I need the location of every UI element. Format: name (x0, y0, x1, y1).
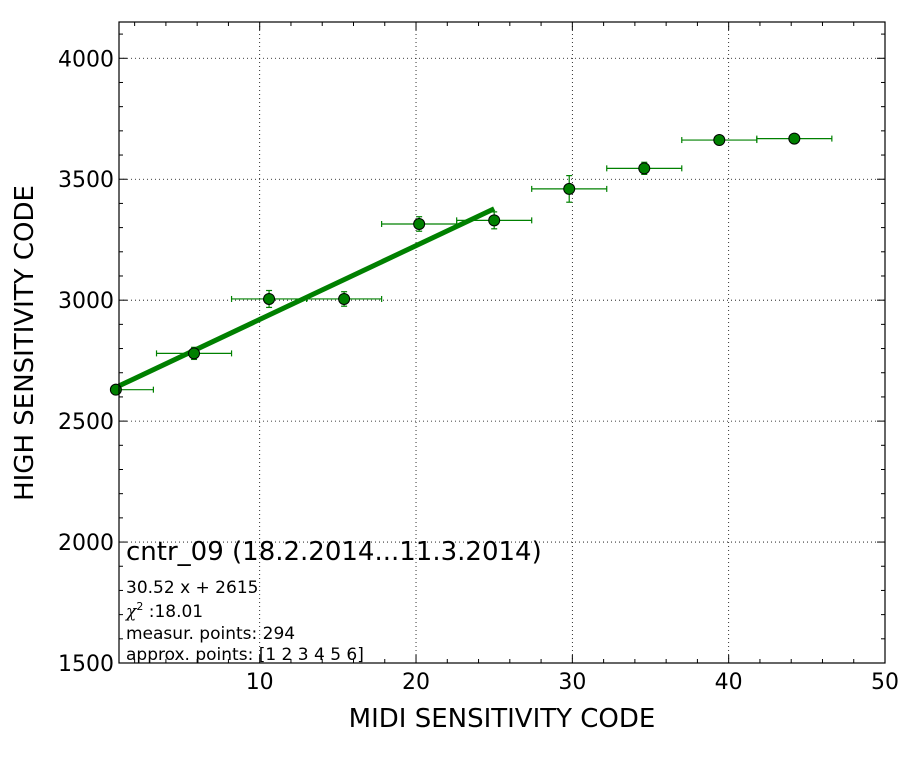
data-point (606, 161, 683, 175)
chi-value: :18.01 (143, 602, 203, 622)
annotation-chi: χ2 :18.01 (125, 600, 203, 622)
point-marker (488, 214, 501, 227)
data-point (155, 346, 233, 361)
point-marker (563, 182, 576, 195)
plot-frame (118, 21, 886, 664)
x-tick-label: 10 (246, 670, 274, 695)
point-marker (109, 383, 122, 396)
annotation-title: cntr_09 (18.2.2014...11.3.2014) (126, 537, 542, 567)
chi-symbol: χ (125, 602, 138, 622)
y-tick-label: 3000 (58, 289, 114, 314)
point-marker (638, 162, 651, 175)
grid (119, 22, 885, 663)
y-tick-label: 2000 (58, 531, 114, 556)
data-points (109, 132, 833, 396)
y-tick-label: 3500 (58, 168, 114, 193)
x-tick-label: 40 (715, 670, 743, 695)
point-marker (713, 134, 726, 147)
data-point (756, 132, 833, 145)
plot-area (109, 132, 833, 396)
point-marker (788, 132, 801, 145)
x-axis-title: MIDI SENSITIVITY CODE (349, 704, 656, 734)
x-tick-label: 30 (558, 670, 586, 695)
annotation-approx: approx. points: [1 2 3 4 5 6] (126, 645, 364, 665)
y-tick-label: 4000 (58, 47, 114, 72)
y-axis-title: HIGH SENSITIVITY CODE (10, 185, 40, 501)
annotation-equation: 30.52 x + 2615 (126, 578, 258, 598)
chi-exponent: 2 (136, 600, 143, 613)
point-marker (338, 292, 351, 305)
data-point (305, 291, 383, 307)
annotation-measur: measur. points: 294 (126, 624, 295, 644)
x-tick-label: 20 (402, 670, 430, 695)
data-point (531, 174, 608, 203)
data-point (381, 216, 458, 232)
y-tick-label: 2500 (58, 410, 114, 435)
data-point (456, 211, 533, 230)
y-tick-label: 1500 (58, 652, 114, 677)
x-tick-label: 50 (871, 670, 899, 695)
annotation-block: cntr_09 (18.2.2014...11.3.2014) 30.52 x … (125, 537, 542, 665)
point-marker (413, 217, 426, 230)
tick-labels: 10 20 30 40 50 1500 2000 2500 3000 3500 4000 (58, 47, 899, 695)
point-marker (188, 347, 201, 360)
point-marker (263, 292, 276, 305)
